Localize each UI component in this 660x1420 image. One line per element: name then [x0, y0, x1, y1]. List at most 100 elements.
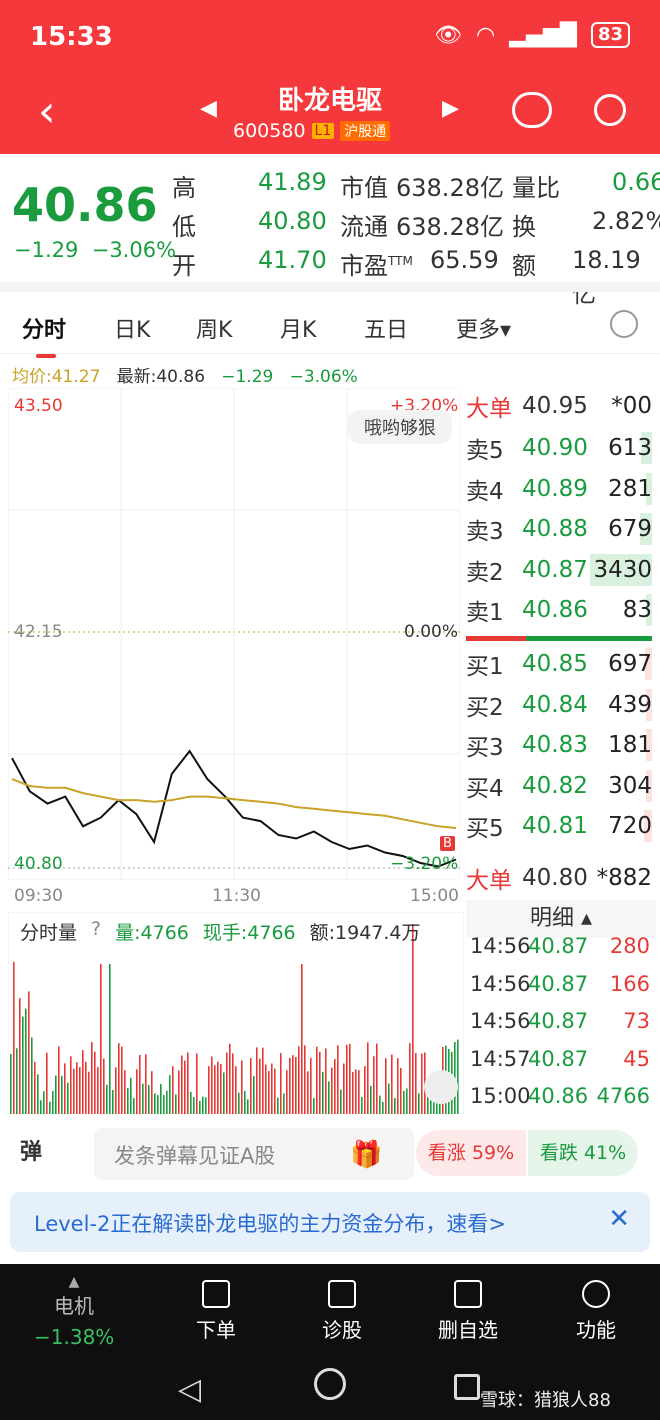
- tab-monthly-k[interactable]: 月K: [280, 318, 317, 343]
- chart-tabs: 分时 日K 周K 月K 五日 更多▾: [0, 296, 660, 358]
- ask-level-4[interactable]: 卖2 40.87 3430: [466, 550, 652, 590]
- volume-bar: [457, 1039, 459, 1114]
- eye-icon: 👁: [434, 22, 463, 48]
- help-icon[interactable]: ?: [91, 918, 102, 940]
- tab-more[interactable]: 更多▾: [456, 318, 512, 343]
- volume-bar: [127, 1088, 129, 1114]
- spread-bar-sell: [466, 636, 526, 641]
- volume-bar: [196, 1053, 198, 1114]
- volume-bar: [385, 1058, 387, 1114]
- bid-level-4[interactable]: 买4 40.82 304: [466, 766, 652, 806]
- settings-icon[interactable]: [610, 310, 638, 338]
- depth-bar: [646, 594, 652, 627]
- level2-banner[interactable]: Level-2正在解读卧龙电驱的主力资金分布，速看> ✕: [10, 1192, 650, 1252]
- volume-bar: [64, 1063, 66, 1114]
- tab-intraday[interactable]: 分时: [22, 312, 66, 358]
- volume-bar: [412, 924, 414, 1114]
- low-value: 40.80: [258, 207, 327, 235]
- ask-level-1[interactable]: 卖5 40.90 613: [466, 428, 652, 468]
- level-label: 买2: [466, 694, 504, 721]
- pe-value: 65.59: [430, 246, 499, 274]
- volume-bar: [118, 1043, 120, 1114]
- volume-bar: [238, 1092, 240, 1114]
- volume-bar: [187, 1052, 189, 1114]
- danmu-input[interactable]: 发条弹幕见证A股: [94, 1128, 414, 1180]
- next-stock-icon[interactable]: ▶: [442, 96, 459, 121]
- y-min-pct: −3.20%: [390, 854, 459, 874]
- volume-bar: [277, 1097, 279, 1114]
- function-button[interactable]: 功能: [556, 1280, 636, 1343]
- depth-bar: [646, 472, 652, 505]
- bid-level-1[interactable]: 买1 40.85 697: [466, 644, 652, 684]
- tick-row: 14:56 40.87 280: [470, 934, 654, 958]
- volume-bar: [208, 1066, 210, 1114]
- volume-bar: [193, 1097, 195, 1114]
- level-price: 40.81: [522, 813, 588, 840]
- bearish-button[interactable]: 看跌 41%: [528, 1130, 638, 1176]
- volume-bar: [337, 1045, 339, 1114]
- close-icon[interactable]: ✕: [608, 1204, 630, 1234]
- volume-bar: [355, 1069, 357, 1114]
- volume-chart[interactable]: [7, 911, 465, 1115]
- level-volume: 3430: [593, 556, 652, 583]
- remove-watchlist-button[interactable]: 删自选: [428, 1280, 508, 1343]
- volume-bar: [262, 1047, 264, 1114]
- order-button[interactable]: 下单: [176, 1280, 256, 1343]
- tick-row: 14:56 40.87 73: [470, 1009, 654, 1033]
- volume-bar: [43, 1091, 45, 1114]
- search-icon[interactable]: [594, 94, 626, 126]
- tab-weekly-k[interactable]: 周K: [196, 318, 233, 343]
- volume-bar: [199, 1100, 201, 1114]
- gift-icon[interactable]: 🎁: [350, 1140, 383, 1170]
- volume-bar: [148, 1085, 150, 1114]
- volume-bar: [109, 964, 111, 1114]
- prev-stock-icon[interactable]: ◀: [200, 96, 217, 121]
- diagnose-button[interactable]: 诊股: [302, 1280, 382, 1343]
- tick-row: 15:00 40.86 4766: [470, 1084, 654, 1108]
- tab-five-day[interactable]: 五日: [364, 318, 409, 343]
- pe-label: 市盈TTM: [340, 252, 413, 280]
- depth-bar: [640, 432, 652, 464]
- volume-bar: [382, 1101, 384, 1114]
- level-volume: 181: [608, 732, 652, 759]
- bullish-button[interactable]: 看涨 59%: [416, 1130, 526, 1176]
- y-mid-pct: 0.00%: [404, 622, 459, 642]
- volume-bar: [229, 1043, 231, 1114]
- nav-recent-icon[interactable]: [454, 1374, 480, 1400]
- bid-level-3[interactable]: 买3 40.83 181: [466, 725, 652, 765]
- volume-bar: [226, 1052, 228, 1114]
- level-volume: 83: [622, 597, 652, 624]
- bid-level-5[interactable]: 买5 40.81 720: [466, 806, 652, 846]
- volume-bar: [76, 1062, 78, 1114]
- level-price: 40.82: [522, 772, 588, 799]
- volume-bar: [391, 1054, 393, 1114]
- volume-bar: [97, 1067, 99, 1114]
- intraday-chart[interactable]: [7, 387, 461, 881]
- danmu-icon[interactable]: 弹: [20, 1140, 43, 1165]
- expand-icon[interactable]: [424, 1070, 458, 1104]
- volume-bar: [184, 1060, 186, 1114]
- volume-bar: [367, 1042, 369, 1114]
- sector-button[interactable]: ▲ 电机 −1.38%: [34, 1274, 115, 1349]
- volume-bar: [247, 1099, 249, 1114]
- volume-bar: [283, 1093, 285, 1114]
- ask-level-2[interactable]: 卖4 40.89 281: [466, 469, 652, 509]
- bid-level-2[interactable]: 买2 40.84 439: [466, 685, 652, 725]
- volume-bar: [319, 1051, 321, 1114]
- nav-back-icon[interactable]: ◁: [178, 1372, 202, 1407]
- volume-amount: 额:1947.4万: [309, 922, 421, 944]
- ask-level-5[interactable]: 卖1 40.86 83: [466, 590, 652, 630]
- ticks-header[interactable]: 明细 ▴: [466, 900, 656, 938]
- tab-daily-k[interactable]: 日K: [114, 318, 151, 343]
- nav-home-icon[interactable]: [314, 1368, 346, 1400]
- volume-bar: [142, 1083, 144, 1114]
- level-volume: 679: [608, 516, 652, 543]
- volume-bar: [124, 1070, 126, 1114]
- volume-bar: [253, 1076, 255, 1114]
- volume-mode-select[interactable]: 分时量: [20, 922, 78, 944]
- ask-level-3[interactable]: 卖3 40.88 679: [466, 509, 652, 549]
- robot-icon[interactable]: [512, 92, 552, 128]
- volume-bar: [136, 1069, 138, 1114]
- tick-price: 40.86: [528, 1084, 589, 1108]
- back-icon[interactable]: ‹: [38, 86, 56, 137]
